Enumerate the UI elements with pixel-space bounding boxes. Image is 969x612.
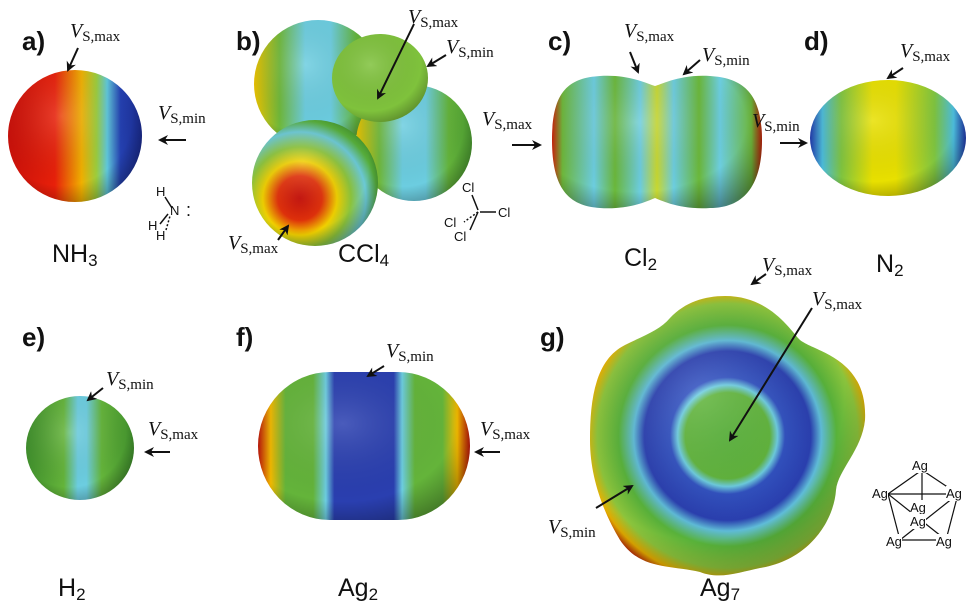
arrow-ag7-max-top: [750, 273, 767, 286]
vs-label-nh3-max: VS,max: [70, 20, 121, 45]
panel-label-f: f): [236, 322, 254, 352]
ccl4-surface: [252, 20, 472, 246]
nh3-struct-h-left: H: [148, 218, 158, 233]
vs-label-ag7-max-top: VS,max: [762, 254, 813, 279]
panel-label-c: c): [548, 26, 572, 56]
molecule-name-nh3: NH3: [52, 240, 98, 270]
ccl4-struct-cl-left: Cl: [444, 215, 457, 230]
arrow-ag7-max-center: [728, 307, 813, 442]
vs-label-h2-min: VS,min: [106, 368, 154, 393]
arrow-cl2-min-left: [629, 51, 640, 74]
nh3-surface: [8, 70, 142, 202]
vs-label-cl2-min-right: VS,min: [702, 44, 750, 69]
vs-label-ag7-min: VS,min: [548, 516, 596, 541]
vs-label-h2-max: VS,max: [148, 418, 199, 443]
arrow-ccl4-min: [426, 54, 447, 68]
ccl4-struct-cl-right: Cl: [498, 205, 511, 220]
arrow-ccl4-max-bottom: [277, 224, 290, 241]
vs-label-n2-min: VS,min: [752, 110, 800, 135]
panel-label-a: a): [22, 26, 46, 56]
vs-label-ag7-max-center: VS,max: [812, 288, 863, 313]
molecule-name-ag7: Ag7: [700, 574, 741, 604]
molecule-name-ccl4: CCl4: [338, 240, 390, 270]
ag2-surface: [258, 372, 470, 520]
ag7-struct-ag-center-top: Ag: [910, 500, 926, 515]
vs-label-ag2-min: VS,min: [386, 340, 434, 365]
panel-label-d: d): [804, 26, 829, 56]
n2-surface: [810, 80, 966, 196]
arrow-ccl4-max-top: [377, 23, 415, 100]
arrow-h2-min: [86, 387, 104, 402]
ag7-surface: [590, 296, 866, 576]
ag7-struct-ag-left: Ag: [872, 486, 888, 501]
ag7-struct-ag-top: Ag: [912, 458, 928, 473]
molecule-name-n2: N2: [876, 250, 904, 280]
panel-label-g: g): [540, 322, 565, 352]
arrow-n2-max: [886, 67, 904, 80]
arrow-nh3-max: [66, 47, 79, 72]
vs-label-cl2-max: VS,max: [482, 108, 533, 133]
arrow-ag7-min: [595, 484, 634, 509]
vs-label-cl2-min-left: VS,max: [624, 20, 675, 45]
ag7-struct-ag-bottom-left: Ag: [886, 534, 902, 549]
vs-label-ccl4-max-top: VS,max: [408, 6, 459, 31]
arrows: [66, 23, 904, 509]
molecule-name-h2: H2: [58, 574, 86, 604]
molecule-name-ag2: Ag2: [338, 574, 379, 604]
ccl4-structure-bonds: [463, 194, 496, 231]
vs-label-nh3-min: VS,min: [158, 102, 206, 127]
h2-surface: [26, 396, 134, 500]
arrow-ag2-min: [366, 365, 385, 378]
panel-label-b: b): [236, 26, 261, 56]
ccl4-struct-cl-top: Cl: [462, 180, 475, 195]
molecule-name-cl2: Cl2: [624, 244, 658, 274]
vs-label-n2-max: VS,max: [900, 40, 951, 65]
nh3-structure-bonds: [159, 196, 173, 231]
panel-label-e: e): [22, 322, 46, 352]
ag7-struct-ag-bottom-right: Ag: [936, 534, 952, 549]
ag7-struct-ag-center-bottom: Ag: [910, 514, 926, 529]
vs-label-ccl4-min: VS,min: [446, 36, 494, 61]
nh3-struct-h-top: H: [156, 184, 166, 199]
vs-label-ccl4-max-bottom: VS,max: [228, 232, 279, 257]
nh3-struct-lone-pair: :: [186, 200, 192, 220]
arrow-cl2-min-right: [682, 59, 701, 76]
cl2-surface: [552, 75, 762, 209]
ccl4-struct-cl-bottom: Cl: [454, 229, 467, 244]
nh3-struct-n: N: [170, 203, 180, 218]
ag7-struct-ag-right: Ag: [946, 486, 962, 501]
nh3-struct-h-bottom: H: [156, 228, 166, 243]
vs-label-ag2-max: VS,max: [480, 418, 531, 443]
